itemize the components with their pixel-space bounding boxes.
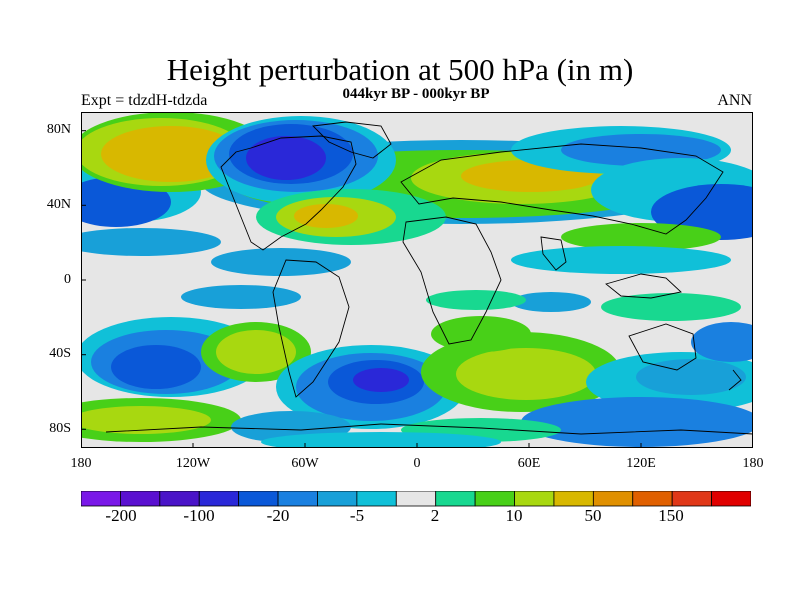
colorbar-swatch	[159, 491, 200, 507]
colorbar-label: 50	[584, 506, 602, 525]
colorbar-swatch	[711, 491, 751, 507]
colorbar-swatch	[317, 491, 358, 507]
lon-label-60w: 60W	[291, 456, 319, 471]
colorbar-label: -100	[183, 506, 215, 525]
colorbar-label: 2	[430, 506, 440, 525]
lon-label-180w: 180	[70, 456, 92, 471]
lat-label-0: 0	[64, 272, 71, 287]
coastlines	[105, 121, 753, 435]
colorbar-swatch	[81, 491, 121, 507]
colorbar-label: -20	[266, 506, 290, 525]
colorbar-swatch	[277, 491, 318, 507]
colorbar-label: 10	[505, 506, 523, 525]
lat-label-40n: 40N	[46, 197, 71, 212]
colorbar-swatch	[395, 491, 437, 507]
colorbar-label: -5	[349, 506, 365, 525]
lat-label-80n: 80N	[46, 122, 71, 137]
season-label: ANN	[717, 92, 752, 109]
axis-ticks	[81, 130, 642, 448]
colorbar-label: 150	[658, 506, 684, 525]
colorbar	[81, 491, 751, 507]
lon-label-60e: 60E	[517, 456, 541, 471]
plot-subtitle: 044kyr BP - 000kyr BP	[342, 86, 490, 102]
lat-label-80s: 80S	[49, 421, 71, 436]
colorbar-swatch	[198, 491, 240, 507]
colorbar-swatch	[120, 491, 161, 507]
lon-label-120w: 120W	[175, 456, 211, 471]
lon-label-180e: 180	[742, 456, 764, 471]
colorbar-swatch	[474, 491, 515, 507]
colorbar-swatch	[592, 491, 634, 507]
lat-label-40s: 40S	[49, 346, 71, 361]
colorbar-swatch	[435, 491, 476, 507]
colorbar-label: -200	[105, 506, 137, 525]
colorbar-swatch	[238, 491, 279, 507]
experiment-label: Expt = tdzdH-tdzda	[81, 92, 208, 109]
lon-label-0: 0	[413, 456, 421, 471]
plot-title: Height perturbation at 500 hPa (in m)	[166, 52, 634, 87]
colorbar-swatch	[553, 491, 594, 507]
colorbar-swatch	[671, 491, 712, 507]
height-perturbation-map	[81, 112, 753, 448]
lon-label-120e: 120E	[626, 456, 656, 471]
colorbar-swatch	[632, 491, 673, 507]
colorbar-swatch	[356, 491, 397, 507]
colorbar-swatch	[514, 491, 555, 507]
